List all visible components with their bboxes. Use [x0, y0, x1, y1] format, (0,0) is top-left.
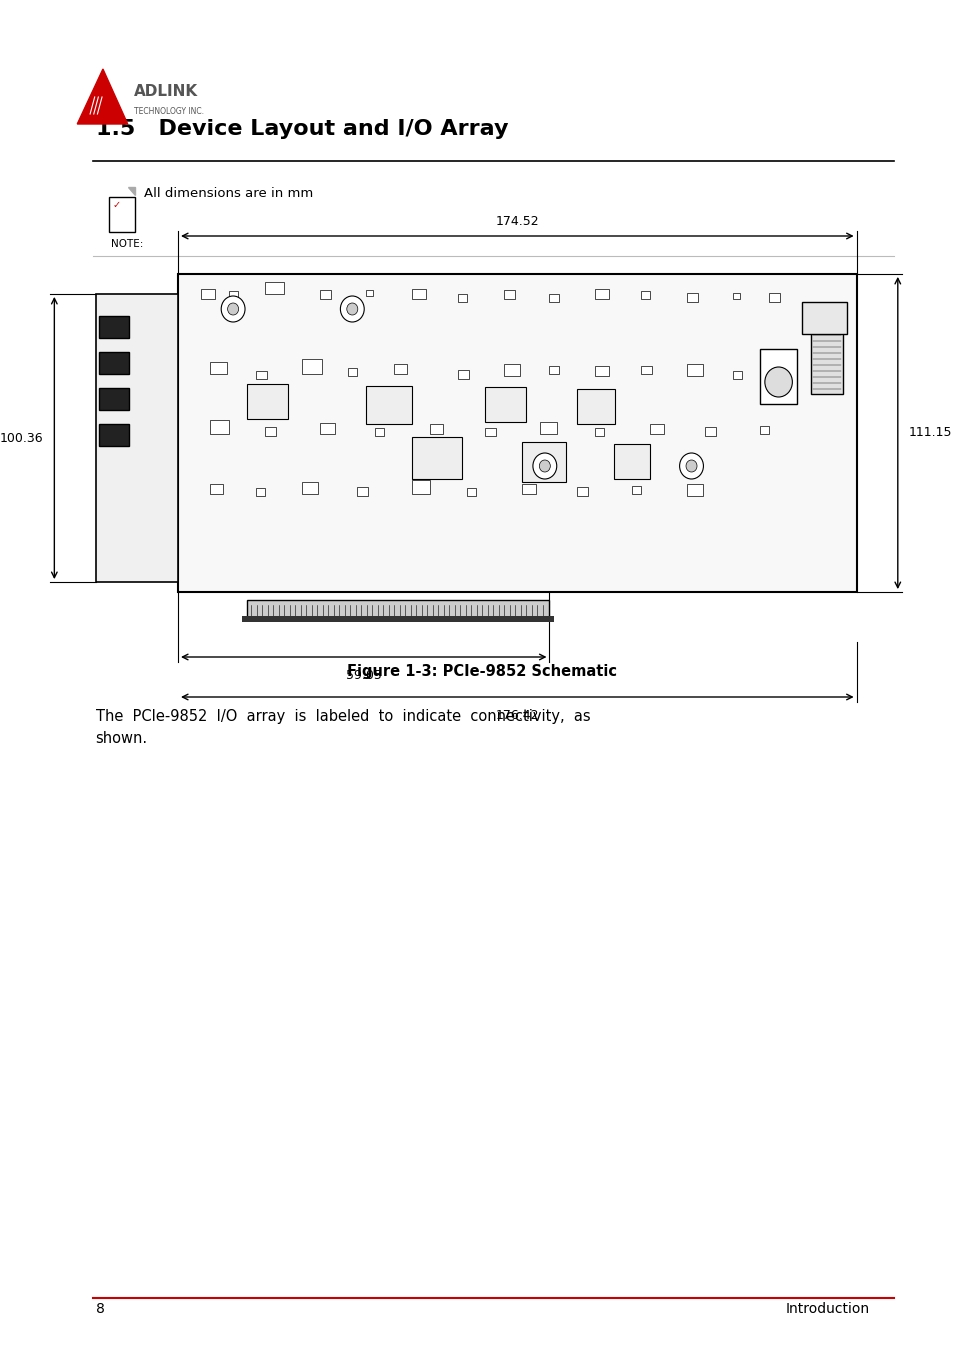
Bar: [686, 364, 702, 376]
Bar: [265, 282, 283, 294]
Bar: [320, 290, 331, 299]
Circle shape: [228, 303, 238, 315]
Bar: [210, 483, 223, 494]
Bar: [457, 294, 466, 302]
Bar: [732, 371, 741, 379]
Bar: [201, 288, 214, 299]
Text: The  PCIe-9852  I/O  array  is  labeled  to  indicate  connectivity,  as
shown.: The PCIe-9852 I/O array is labeled to in…: [95, 709, 590, 746]
Bar: [577, 487, 587, 496]
Bar: [457, 370, 468, 379]
Text: TECHNOLOGY INC.: TECHNOLOGY INC.: [134, 107, 204, 116]
Bar: [99, 315, 129, 338]
Text: 176.42: 176.42: [495, 709, 538, 722]
Bar: [412, 288, 425, 299]
Bar: [732, 292, 740, 299]
Bar: [110, 196, 135, 232]
Bar: [595, 428, 604, 436]
Circle shape: [685, 460, 697, 473]
Text: 59.05: 59.05: [345, 669, 381, 682]
Circle shape: [764, 367, 792, 397]
Bar: [242, 616, 554, 621]
Bar: [760, 427, 769, 435]
Bar: [631, 486, 640, 494]
Text: 100.36: 100.36: [0, 432, 43, 444]
Bar: [255, 487, 265, 496]
Bar: [247, 600, 549, 617]
Bar: [769, 292, 780, 302]
Circle shape: [347, 303, 357, 315]
Bar: [640, 366, 652, 374]
Bar: [539, 422, 557, 435]
Bar: [549, 366, 558, 374]
Bar: [265, 427, 276, 436]
Bar: [521, 483, 535, 494]
Bar: [99, 389, 129, 410]
Bar: [430, 424, 442, 435]
Bar: [394, 364, 407, 374]
Text: Figure 1-3: PCIe-9852 Schematic: Figure 1-3: PCIe-9852 Schematic: [347, 663, 617, 678]
Circle shape: [533, 454, 557, 479]
Polygon shape: [77, 69, 128, 125]
Text: ✓: ✓: [112, 200, 121, 210]
Bar: [301, 482, 318, 494]
Bar: [247, 385, 288, 418]
Bar: [595, 288, 608, 299]
Bar: [760, 349, 796, 403]
Text: All dimensions are in mm: All dimensions are in mm: [144, 187, 314, 200]
Bar: [95, 294, 178, 582]
Bar: [255, 371, 267, 379]
Bar: [650, 424, 663, 435]
Text: Introduction: Introduction: [784, 1303, 868, 1316]
Bar: [301, 359, 322, 374]
Bar: [210, 362, 227, 374]
Bar: [686, 292, 698, 302]
Bar: [485, 387, 526, 422]
Text: NOTE:: NOTE:: [112, 240, 143, 249]
Circle shape: [340, 297, 364, 322]
Text: 1.5   Device Layout and I/O Array: 1.5 Device Layout and I/O Array: [95, 119, 508, 139]
Circle shape: [221, 297, 245, 322]
Bar: [366, 386, 412, 424]
Bar: [356, 487, 368, 496]
Bar: [704, 427, 716, 436]
Text: ADLINK: ADLINK: [134, 84, 198, 99]
Bar: [640, 291, 650, 299]
Bar: [801, 302, 846, 334]
Bar: [99, 424, 129, 445]
Text: 8: 8: [95, 1303, 105, 1316]
Bar: [347, 368, 356, 376]
Bar: [412, 437, 462, 479]
Bar: [229, 291, 237, 299]
Circle shape: [538, 460, 550, 473]
Bar: [485, 428, 496, 436]
Bar: [412, 481, 430, 494]
Bar: [178, 274, 856, 592]
Circle shape: [679, 454, 702, 479]
Bar: [375, 428, 384, 436]
Bar: [503, 290, 514, 299]
Bar: [366, 290, 373, 297]
Bar: [320, 422, 335, 435]
Bar: [549, 294, 558, 302]
Bar: [595, 366, 608, 376]
Text: 111.15: 111.15: [908, 427, 951, 440]
Bar: [686, 483, 702, 496]
Polygon shape: [128, 187, 135, 195]
Text: 174.52: 174.52: [495, 215, 538, 227]
Bar: [521, 441, 565, 482]
Bar: [577, 389, 615, 424]
Bar: [503, 364, 519, 376]
Bar: [466, 487, 476, 496]
Bar: [99, 352, 129, 374]
Bar: [210, 420, 229, 435]
Bar: [613, 444, 650, 479]
Bar: [810, 329, 841, 394]
